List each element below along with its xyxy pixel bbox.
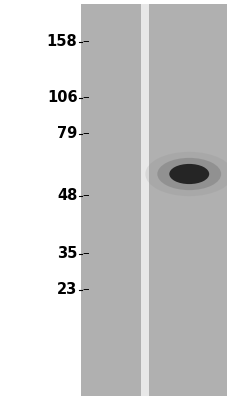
Bar — [141, 4, 149, 396]
Text: –: – — [82, 284, 89, 296]
Text: –: – — [82, 128, 89, 140]
Text: 158: 158 — [47, 34, 77, 50]
Text: 23: 23 — [57, 282, 77, 298]
Text: –: – — [82, 36, 89, 48]
Text: 79: 79 — [57, 126, 77, 142]
Text: 48: 48 — [57, 188, 77, 204]
Text: –: – — [82, 190, 89, 202]
Bar — [81, 4, 141, 396]
Text: –: – — [82, 92, 89, 104]
Bar — [149, 4, 227, 396]
Ellipse shape — [145, 152, 227, 196]
Text: 106: 106 — [47, 90, 77, 106]
Ellipse shape — [157, 158, 220, 190]
Text: 35: 35 — [57, 246, 77, 262]
Text: –: – — [82, 248, 89, 260]
Ellipse shape — [168, 164, 208, 184]
